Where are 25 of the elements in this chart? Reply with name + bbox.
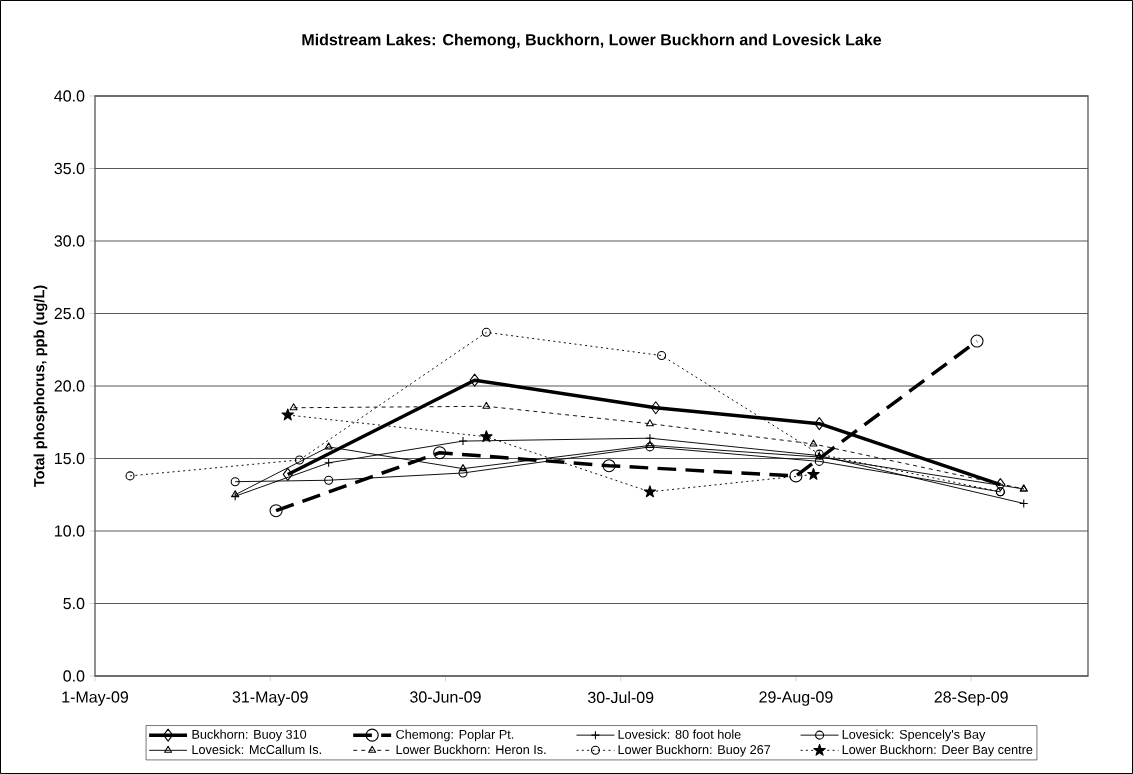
legend-label: Lovesick: McCallum Is.	[192, 744, 321, 755]
x-tick-label: 28-Sep-09	[934, 691, 1008, 706]
y-tick-label: 20.0	[54, 380, 85, 392]
legend-label: Lower Buckhorn: Deer Bay centre	[842, 744, 1033, 757]
legend-label: Buckhorn: Buoy 310	[192, 729, 307, 742]
legend-label: Lower Buckhorn: Heron Is.	[396, 744, 546, 755]
chart-title: Midstream Lakes: Chemong, Buckhorn, Lower Buckhorn and Lovesick Lake	[302, 33, 882, 49]
x-tick-label: 29-Aug-09	[759, 691, 833, 706]
y-tick-label: 25.0	[54, 307, 85, 320]
x-tick-label: 1-May-09	[62, 691, 129, 706]
y-tick-label: 35.0	[54, 162, 85, 175]
legend-label: Chemong: Poplar Pt.	[396, 729, 514, 742]
x-tick-label: 30-Jun-09	[410, 691, 481, 703]
y-tick-label: 15.0	[55, 452, 85, 465]
y-axis-title: Total phosphorus, ppb (ug/L)	[33, 285, 48, 488]
x-tick-label: 31-May-09	[232, 691, 308, 706]
legend-label: Lower Buckhorn: Buoy 267	[618, 744, 771, 757]
y-tick-label: 30.0	[54, 235, 85, 247]
y-tick-label: 0.0	[63, 670, 85, 682]
legend-label: Lovesick: Spencely's Bay	[842, 729, 986, 742]
y-tick-label: 10.0	[55, 525, 85, 537]
y-tick-label: 40.0	[54, 90, 85, 102]
legend-label: Lovesick: 80 foot hole	[618, 729, 741, 739]
y-tick-label: 5.0	[63, 597, 85, 610]
x-tick-label: 30-Jul-09	[587, 691, 654, 704]
